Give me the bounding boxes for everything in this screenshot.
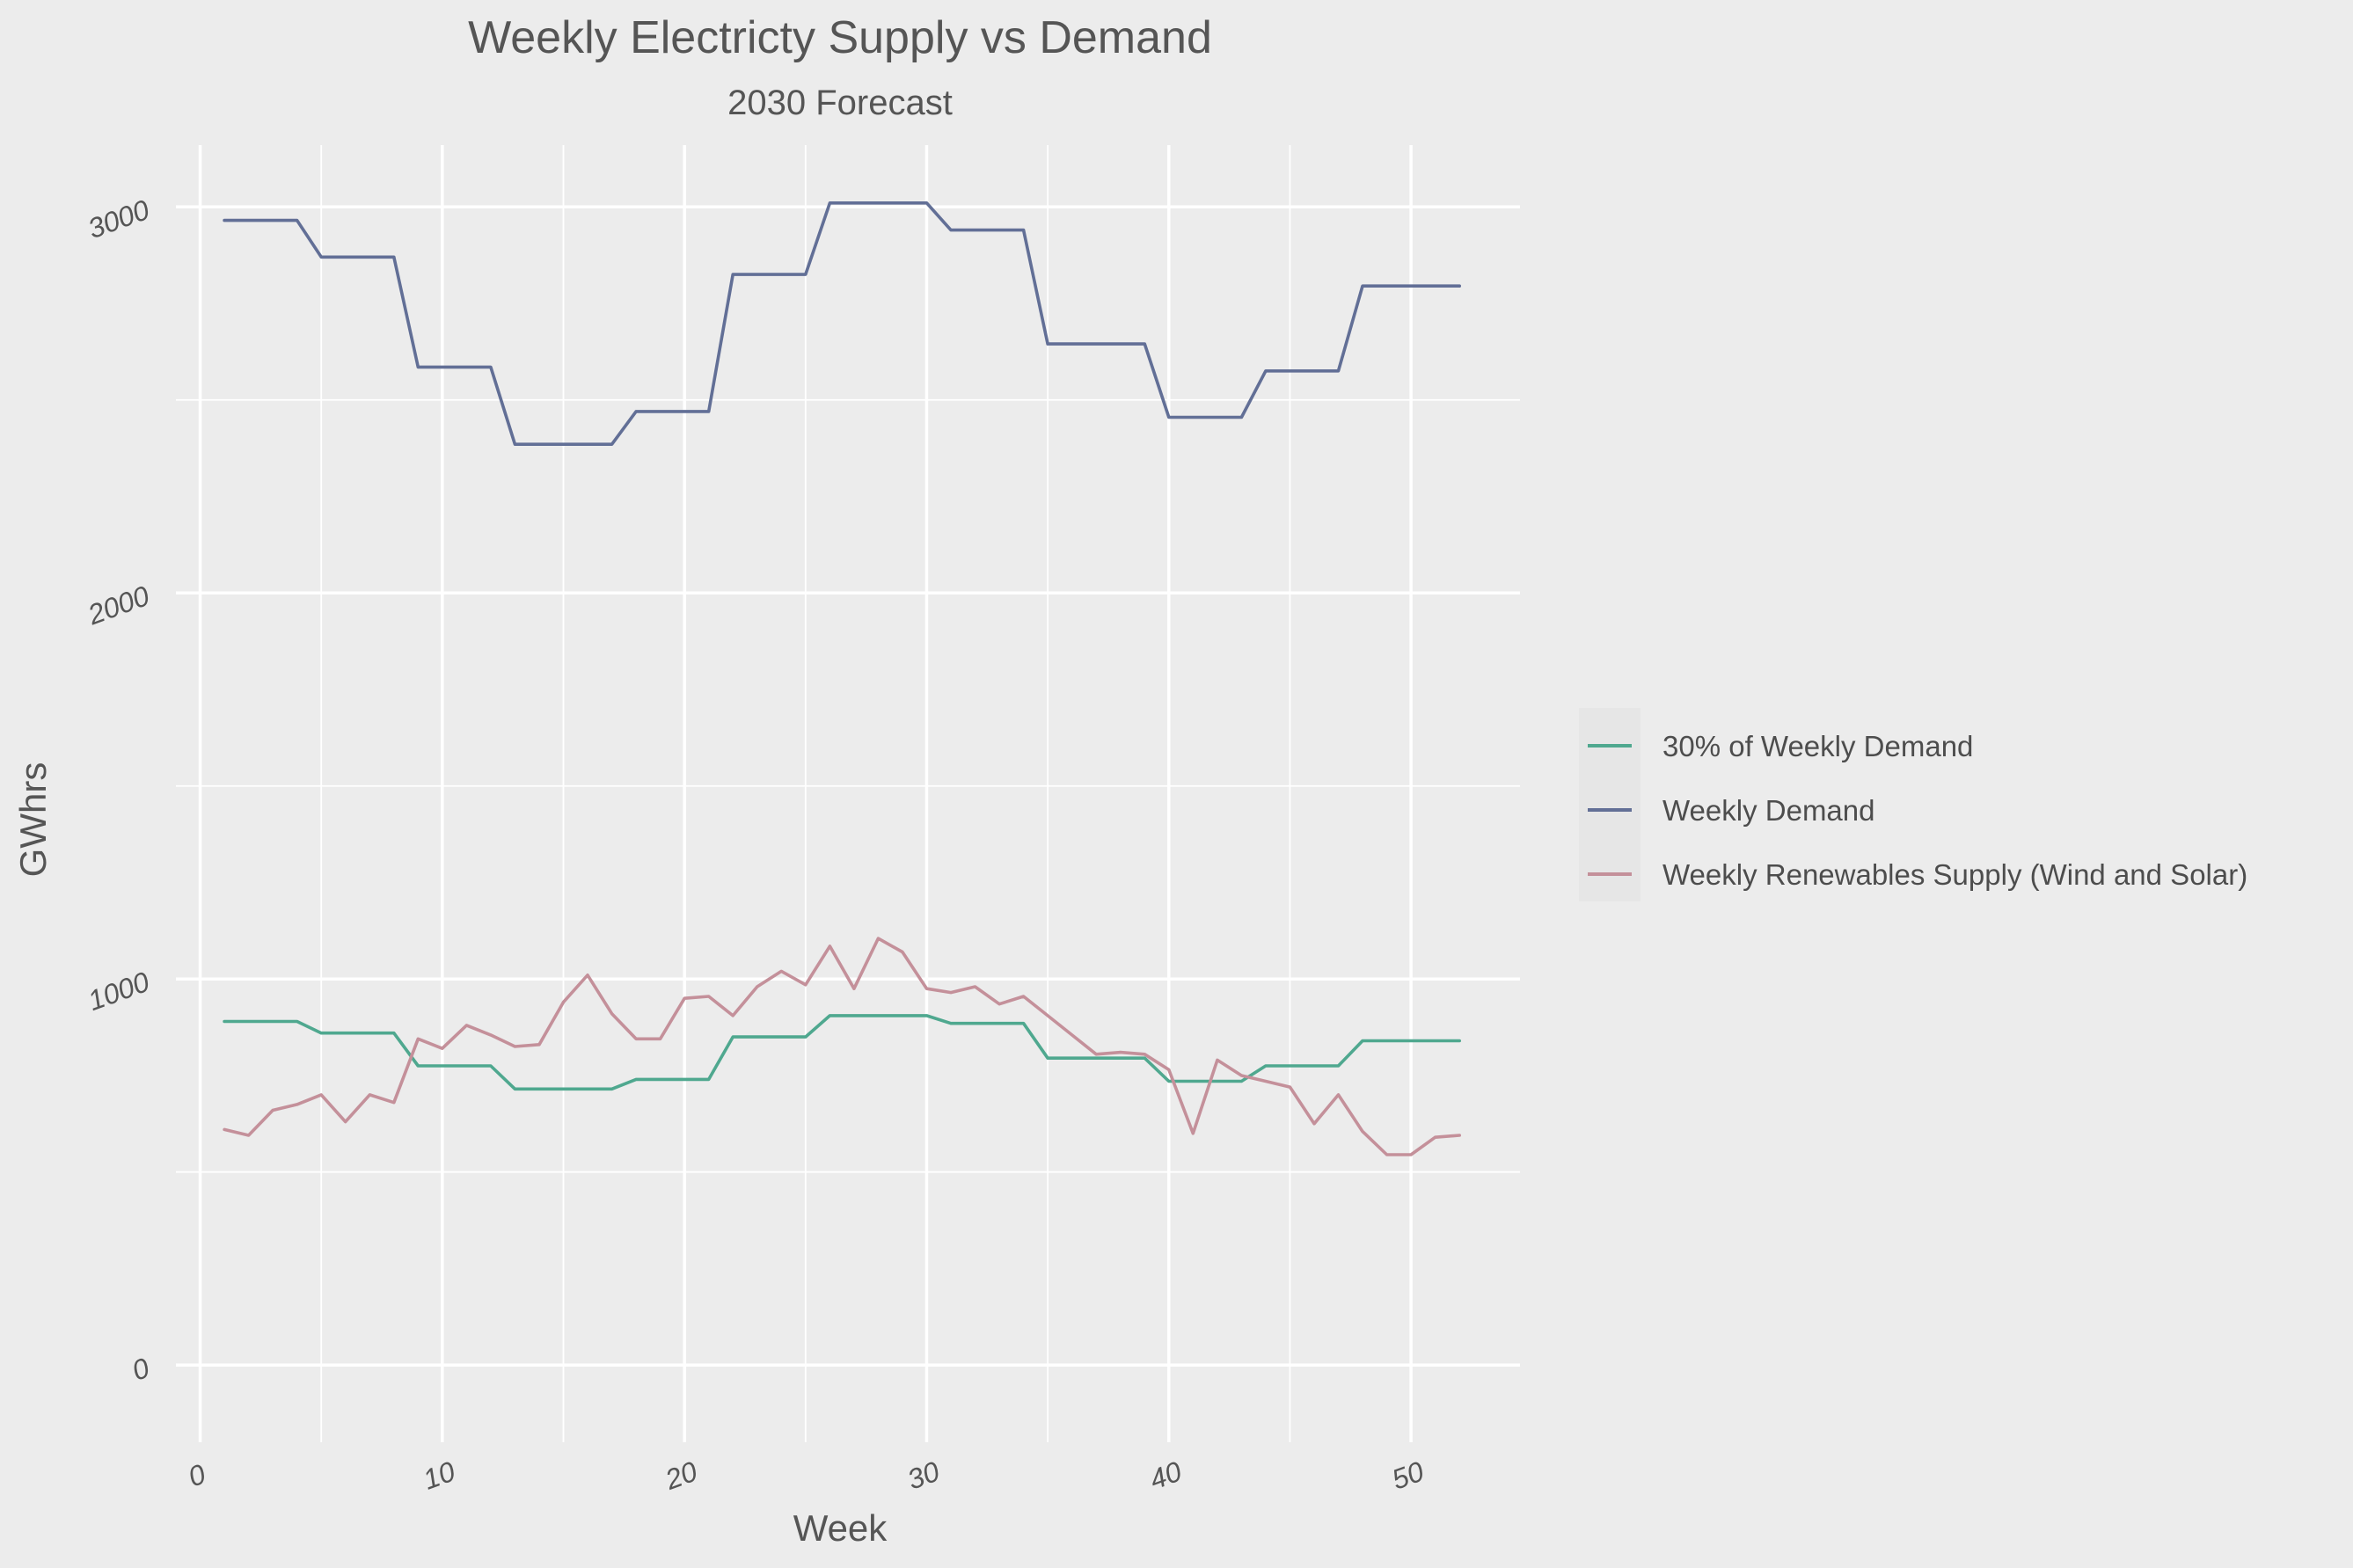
plot-panel xyxy=(176,145,1520,1442)
x-axis-title: Week xyxy=(793,1507,888,1549)
y-axis-title: GWhrs xyxy=(12,762,54,878)
series-line xyxy=(223,201,1461,447)
y-tick-label: 2000 xyxy=(83,580,153,631)
x-tick-label: 30 xyxy=(903,1455,944,1496)
series-line xyxy=(223,937,1461,1156)
x-axis-tick-labels: 0 10 20 30 40 50 xyxy=(184,1455,1428,1496)
y-tick-label: 3000 xyxy=(84,193,153,244)
series-lines xyxy=(223,201,1461,1156)
legend-label: Weekly Renewables Supply (Wind and Solar… xyxy=(1662,858,2247,891)
chart-title: Weekly Electricty Supply vs Demand xyxy=(468,12,1212,63)
chart-subtitle: 2030 Forecast xyxy=(727,84,953,122)
y-tick-label: 0 xyxy=(128,1352,153,1387)
x-tick-label: 20 xyxy=(661,1455,702,1496)
x-tick-label: 0 xyxy=(184,1458,209,1493)
series-line xyxy=(223,1014,1461,1091)
legend: 30% of Weekly Demand Weekly Demand Weekly … xyxy=(1579,708,2247,901)
x-tick-label: 50 xyxy=(1387,1455,1428,1496)
x-tick-label: 40 xyxy=(1145,1455,1186,1496)
major-gridlines xyxy=(176,145,1520,1442)
legend-key-background xyxy=(1579,708,1641,901)
minor-gridlines xyxy=(176,145,1520,1442)
y-axis-tick-labels: 0 1000 2000 3000 xyxy=(83,193,153,1387)
y-tick-label: 1000 xyxy=(84,966,153,1017)
legend-label: Weekly Demand xyxy=(1662,794,1875,827)
legend-label: 30% of Weekly Demand xyxy=(1662,730,1973,762)
x-tick-label: 10 xyxy=(419,1455,459,1496)
